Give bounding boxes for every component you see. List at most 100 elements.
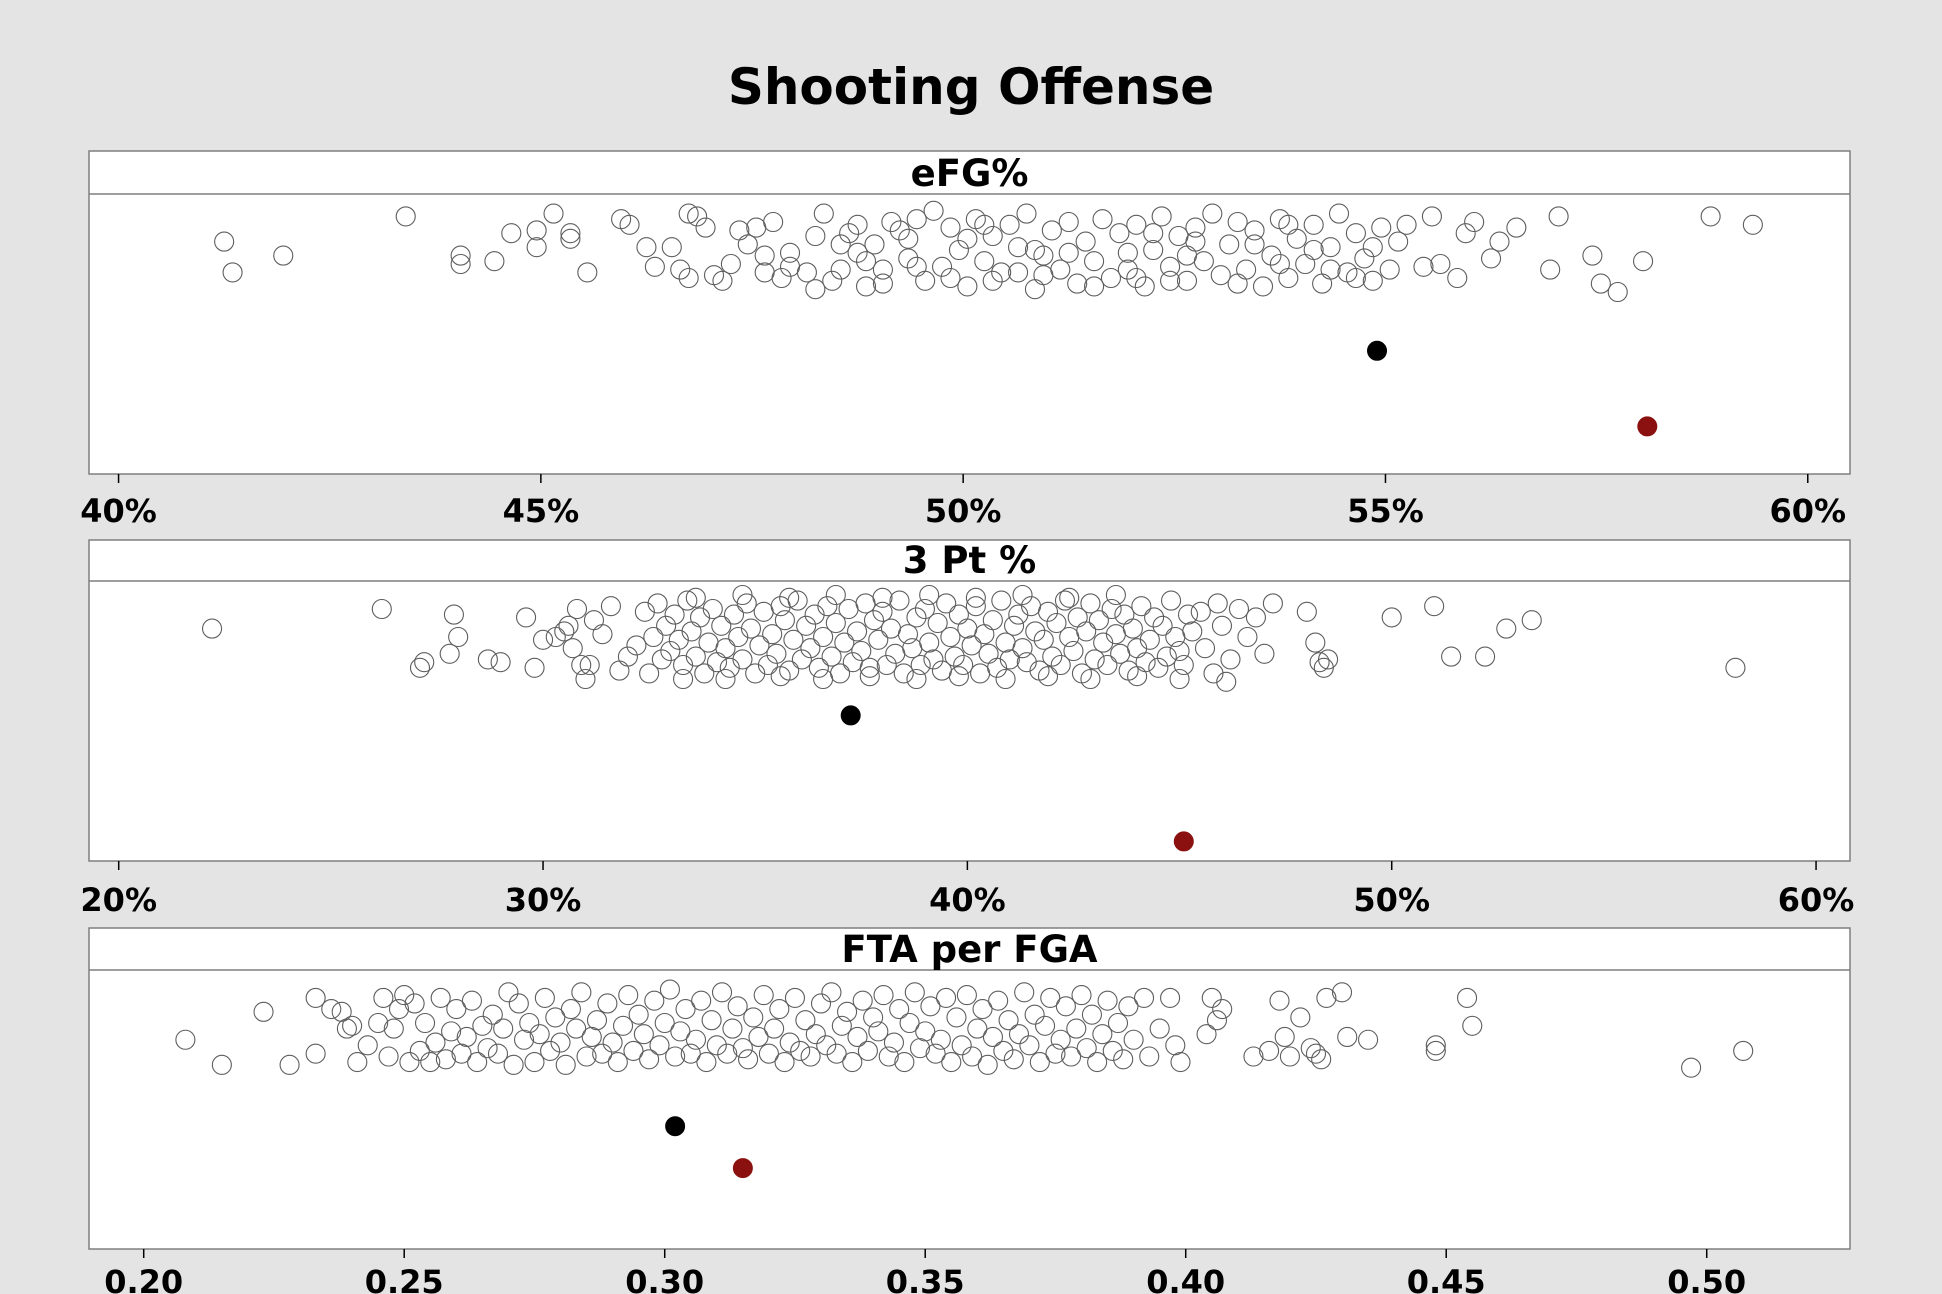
data-point <box>654 1012 675 1034</box>
data-point <box>1261 245 1282 266</box>
data-point <box>826 1043 847 1064</box>
data-point <box>253 1001 274 1022</box>
data-point <box>944 646 965 667</box>
data-point <box>1296 601 1317 622</box>
data-point <box>872 601 893 622</box>
data-point <box>957 276 978 297</box>
data-point <box>822 270 843 291</box>
data-point <box>414 1012 436 1034</box>
data-point <box>1190 601 1211 622</box>
data-point <box>764 1018 785 1039</box>
data-point <box>1212 999 1233 1020</box>
data-point <box>1496 618 1517 639</box>
data-point <box>524 1052 545 1073</box>
data-point <box>1337 1026 1358 1048</box>
data-point <box>575 668 596 690</box>
x-tick-label: 0.45 <box>1407 1263 1486 1294</box>
data-point <box>450 253 471 275</box>
data-point <box>430 987 451 1008</box>
panels-group: eFG% 40% 45% 50% 55% 60% 3 Pt % 20% 30% 40% 50% 60%… <box>80 150 1855 1294</box>
data-point <box>813 626 834 648</box>
data-point <box>456 1026 477 1048</box>
data-point <box>1151 206 1172 227</box>
data-point <box>1061 1046 1082 1067</box>
data-point <box>1139 1046 1160 1067</box>
data-point <box>927 612 948 634</box>
highlight-point <box>1637 416 1658 437</box>
data-point <box>576 1046 597 1067</box>
data-point <box>678 203 699 224</box>
x-tick-label: 60% <box>1778 881 1855 919</box>
x-tick-label: 20% <box>80 881 157 919</box>
data-point <box>414 652 435 673</box>
data-point <box>1025 621 1046 642</box>
data-point <box>859 657 880 678</box>
data-point <box>691 990 712 1011</box>
data-point <box>1169 640 1190 662</box>
data-point <box>331 1001 352 1022</box>
data-point <box>501 223 522 244</box>
data-point <box>592 1043 613 1064</box>
data-point <box>1133 987 1155 1008</box>
data-point <box>1254 643 1275 664</box>
data-point <box>1042 646 1063 667</box>
data-point <box>659 979 680 1000</box>
x-tick-label: 0.40 <box>1146 1263 1225 1294</box>
data-point <box>1421 206 1442 227</box>
data-point <box>1024 1004 1045 1025</box>
data-point <box>202 618 223 639</box>
data-point <box>805 1024 826 1045</box>
data-point <box>779 587 800 608</box>
data-point <box>909 1038 931 1059</box>
data-point <box>779 1032 800 1053</box>
data-point <box>898 228 919 249</box>
data-point <box>1582 245 1603 266</box>
data-point <box>837 1001 858 1022</box>
data-point <box>1396 214 1417 235</box>
data-point <box>1305 1043 1327 1064</box>
data-point <box>477 649 498 670</box>
data-point <box>948 666 969 687</box>
data-point <box>732 649 753 670</box>
data-point <box>695 217 716 238</box>
data-point <box>1123 1029 1144 1050</box>
data-point <box>904 982 925 1003</box>
data-point <box>1354 248 1375 269</box>
data-point <box>1424 596 1445 617</box>
data-point <box>995 668 1016 690</box>
data-point <box>1144 607 1165 628</box>
data-point <box>1117 259 1138 280</box>
data-point <box>513 1029 535 1050</box>
data-point <box>602 1032 623 1053</box>
data-point <box>715 668 736 690</box>
data-point <box>1037 601 1059 622</box>
data-point <box>1080 668 1101 690</box>
data-point <box>1211 615 1233 636</box>
data-point <box>279 1054 300 1075</box>
data-point <box>214 231 235 252</box>
data-point <box>1388 231 1409 252</box>
data-point <box>1014 982 1035 1003</box>
x-tick-label: 0.25 <box>365 1263 444 1294</box>
data-point <box>855 276 877 297</box>
data-point <box>305 987 326 1008</box>
data-point <box>555 1054 576 1075</box>
data-point <box>813 203 834 224</box>
data-point <box>660 640 681 662</box>
data-point <box>554 621 575 642</box>
data-point <box>484 251 505 272</box>
data-point <box>816 1035 837 1056</box>
data-point <box>439 643 460 664</box>
highlight-point <box>1367 340 1388 361</box>
data-point <box>1033 265 1054 286</box>
data-point <box>754 262 775 283</box>
data-point <box>1227 211 1248 233</box>
data-point <box>830 259 851 280</box>
data-point <box>1506 217 1527 238</box>
data-point <box>919 632 940 653</box>
data-point <box>1633 251 1654 272</box>
data-point <box>872 273 893 294</box>
data-point <box>1269 253 1290 275</box>
x-tick-label: 0.35 <box>886 1263 965 1294</box>
